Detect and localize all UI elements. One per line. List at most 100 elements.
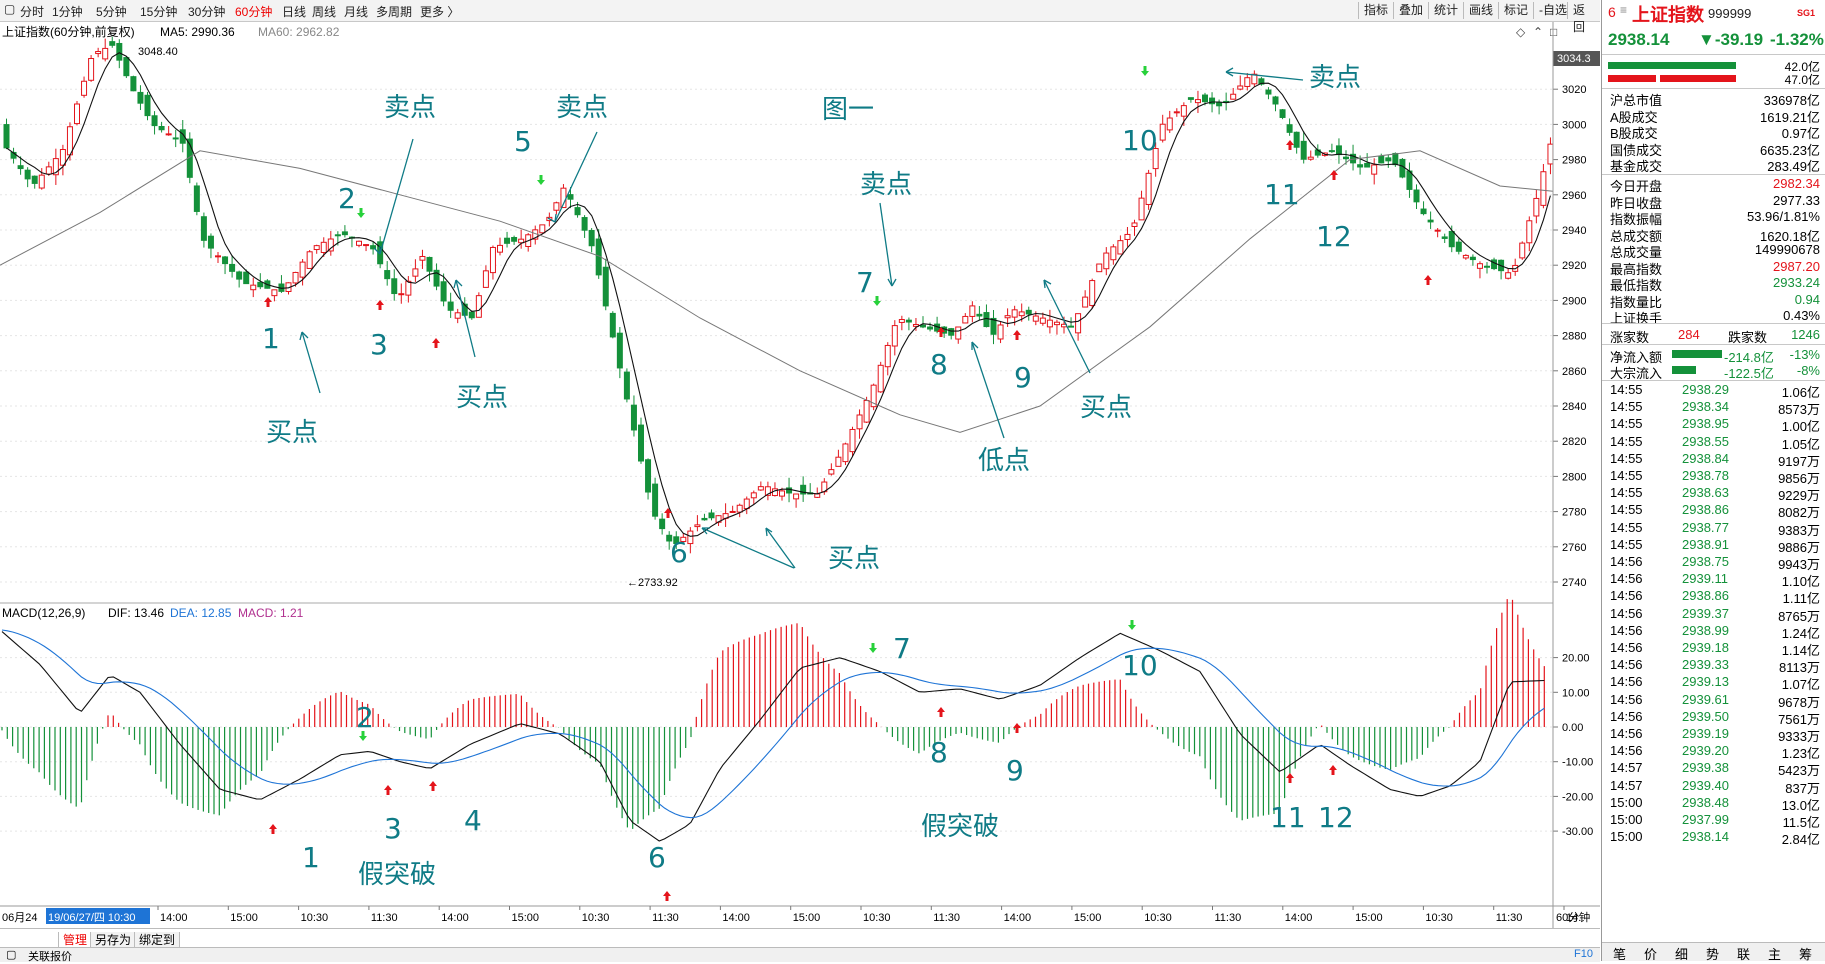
- panel-tab[interactable]: 联: [1736, 947, 1750, 962]
- panel-tab[interactable]: 笔: [1612, 947, 1626, 962]
- stats-button[interactable]: 统计: [1428, 2, 1463, 19]
- price-axis-tick: 2820: [1562, 436, 1586, 448]
- candle: [793, 493, 800, 500]
- kline-chart[interactable]: 上证指数(60分钟,前复权) MA5: 2990.36 MA60: 2962.8…: [0, 22, 1600, 928]
- window-icon[interactable]: ▢: [6, 949, 17, 961]
- candle: [1448, 230, 1455, 248]
- panel-tab[interactable]: 势: [1705, 947, 1719, 962]
- candle: [511, 237, 518, 242]
- menu-icon[interactable]: ≡: [1620, 3, 1628, 17]
- mark-button[interactable]: 标记: [1498, 2, 1533, 19]
- time-axis-label: 10:30: [863, 912, 891, 924]
- candle: [1385, 157, 1392, 162]
- macd-axis-tick: -20.00: [1562, 791, 1593, 803]
- macd-dea: DEA: 12.85: [170, 606, 232, 620]
- period-tab[interactable]: 5分钟: [96, 5, 127, 19]
- tick-row: 14:56 2939.19 9333万: [1610, 726, 1820, 744]
- stat-label: 指数量比: [1610, 294, 1663, 310]
- point-number: 7: [893, 632, 911, 665]
- window-icon[interactable]: ▢: [4, 2, 16, 16]
- indicator-button[interactable]: 指标: [1358, 2, 1393, 19]
- candle: [1046, 319, 1053, 328]
- tick-row: 14:55 2938.95 1.00亿: [1610, 416, 1820, 434]
- period-label: 60分钟: [1556, 910, 1590, 924]
- period-tab-active[interactable]: 60分钟: [235, 5, 273, 19]
- candle: [779, 490, 785, 497]
- point-number: 6: [648, 841, 666, 874]
- tick-price: 2939.40: [1682, 777, 1729, 793]
- candle: [976, 313, 983, 317]
- candle: [1293, 131, 1300, 148]
- chevron-up-icon[interactable]: ⌃: [1533, 25, 1543, 39]
- candle: [1392, 152, 1399, 166]
- candle: [1011, 309, 1018, 318]
- candle: [1519, 242, 1526, 259]
- period-tab[interactable]: 多周期: [376, 5, 413, 19]
- candle: [102, 47, 109, 60]
- tick-volume: 8113万: [1779, 660, 1820, 676]
- period-tab[interactable]: 月线: [344, 5, 369, 19]
- diamond-icon[interactable]: ◇: [1516, 25, 1526, 39]
- sell-signal-icon: [1128, 620, 1136, 630]
- point-number: 3: [384, 812, 402, 845]
- tick-volume: 9943万: [1778, 557, 1820, 572]
- panel-tab[interactable]: 筹: [1798, 947, 1812, 962]
- draw-button[interactable]: 画线: [1463, 2, 1498, 19]
- tick-volume: 1.11亿: [1782, 591, 1820, 607]
- candle: [828, 469, 835, 475]
- stat-label: 指数振幅: [1610, 212, 1663, 227]
- candle: [398, 293, 405, 296]
- candle: [306, 251, 313, 269]
- quote-stat-row: 昨日收盘 2977.33: [1610, 192, 1820, 211]
- current-price-tag: 3034.3: [1557, 53, 1591, 65]
- tick-price: 2939.50: [1682, 708, 1729, 724]
- f10-link[interactable]: F10: [1574, 948, 1593, 960]
- panel-tab[interactable]: 价: [1643, 947, 1657, 962]
- candle: [680, 536, 687, 543]
- period-tab[interactable]: 15分钟: [140, 5, 178, 19]
- tick-price: 2939.20: [1682, 743, 1729, 759]
- candle: [786, 487, 793, 494]
- candle: [1089, 280, 1096, 306]
- period-tab[interactable]: 1分钟: [52, 5, 83, 19]
- buy-signal-icon: [269, 824, 277, 834]
- ma5-label: MA5: 2990.36: [160, 25, 235, 39]
- candle: [800, 484, 807, 495]
- period-tab[interactable]: 日线: [282, 5, 307, 19]
- macd-axis-tick: 10.00: [1562, 687, 1590, 699]
- volume-bottom: 47.0亿: [1784, 73, 1820, 87]
- price-axis-tick: 2940: [1562, 225, 1586, 237]
- sell-signal-icon: [359, 731, 367, 741]
- candle: [898, 319, 905, 323]
- quote-stat-row: 今日开盘 2982.34: [1610, 175, 1820, 194]
- candle: [1096, 263, 1103, 273]
- point-number: 8: [930, 736, 948, 769]
- tick-time: 14:55: [1610, 536, 1643, 552]
- period-tab[interactable]: 周线: [312, 5, 337, 19]
- back-button[interactable]: 返回: [1567, 2, 1600, 34]
- panel-tab[interactable]: 主: [1767, 947, 1781, 962]
- linked-quote-link[interactable]: 关联报价: [28, 951, 72, 963]
- market-stat-row: B股成交 0.97亿: [1610, 122, 1820, 141]
- candle: [433, 269, 440, 287]
- buy-point-label: 买点: [456, 383, 508, 413]
- period-tab[interactable]: 30分钟: [188, 5, 226, 19]
- bottom-bar: [0, 928, 1600, 961]
- price-axis-tick: 2800: [1562, 471, 1586, 483]
- expand-icon[interactable]: □: [1550, 25, 1557, 39]
- candle: [652, 483, 659, 517]
- candle: [1540, 171, 1547, 206]
- tick-time: 14:55: [1610, 433, 1643, 449]
- candle: [553, 202, 560, 211]
- tick-time: 14:57: [1610, 760, 1643, 776]
- watchlist-button[interactable]: -自选: [1533, 2, 1572, 19]
- tick-volume: 8765万: [1778, 608, 1820, 624]
- candle: [95, 51, 102, 55]
- stat-label: 沪总市值: [1610, 93, 1663, 108]
- overlay-button[interactable]: 叠加: [1393, 2, 1428, 19]
- panel-tab[interactable]: 细: [1674, 947, 1688, 962]
- bind-to-tab[interactable]: 绑定到: [134, 932, 181, 949]
- more-periods[interactable]: 更多 〉: [420, 5, 460, 19]
- candle: [482, 270, 489, 288]
- period-tab[interactable]: 分时: [20, 5, 45, 19]
